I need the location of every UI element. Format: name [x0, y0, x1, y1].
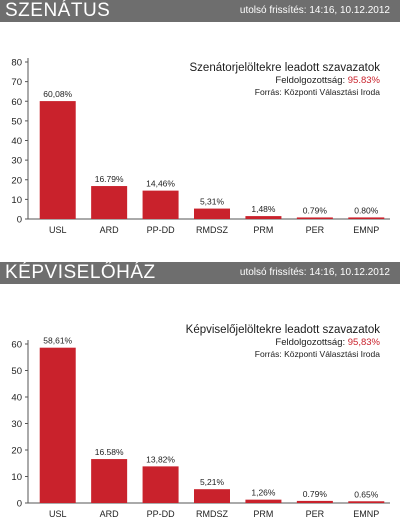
house-value-label: 58,61% — [43, 336, 72, 346]
house-category-label: PER — [306, 509, 325, 519]
senate-bar-per — [296, 217, 333, 219]
senate-category-label: USL — [49, 225, 67, 235]
house-source: Forrás: Központi Választási Iroda — [254, 349, 380, 359]
senate-category-label: PRM — [253, 225, 273, 235]
senate-progress-value: 95.83% — [347, 75, 380, 86]
house-update-time: utolsó frissítés: 14:16, 10.12.2012 — [239, 267, 390, 278]
senate-bar-pp-dd — [142, 190, 179, 219]
senate-bar-prm — [245, 216, 282, 219]
house-y-tick-label: 50 — [11, 366, 22, 377]
senate-value-label: 1,48% — [251, 204, 276, 214]
house-info: Képviselőjelöltekre leadott szavazatok F… — [186, 324, 380, 359]
house-bar-per — [296, 500, 333, 503]
house-value-label: 0.65% — [354, 489, 379, 499]
house-category-label: RMDSZ — [196, 509, 228, 519]
house-y-tick-label: 40 — [11, 393, 22, 404]
house-category-label: EMNP — [353, 509, 379, 519]
house-value-label: 0.79% — [303, 489, 328, 499]
house-bar-usl — [39, 347, 76, 503]
house-progress-label: Feldolgozottság: — [275, 337, 346, 348]
senate-y-tick-label: 40 — [11, 136, 22, 147]
house-y-tick-label: 10 — [11, 472, 22, 483]
senate-info-title: Szenátorjelöltekre leadott szavazatok — [189, 62, 381, 74]
house-y-tick-label: 0 — [17, 499, 22, 510]
senate-category-label: PER — [306, 225, 325, 235]
house-category-label: PP-DD — [147, 509, 176, 519]
senate-banner-title: SZENÁTUS — [5, 0, 111, 21]
house-panel: 0 10 20 30 40 50 60 58,61% USL 16.58% ARD 13,82% PP-… — [0, 284, 400, 524]
house-bar-pp-dd — [142, 466, 179, 503]
senate-update-time: utolsó frissítés: 14:16, 10.12.2012 — [239, 5, 390, 16]
senate-value-label: 60,08% — [43, 89, 72, 99]
house-y-tick-label: 30 — [11, 419, 22, 430]
senate-chart: 0 10 20 30 40 50 60 70 80 60,08% USL 16.79% ARD 14,46… — [0, 22, 400, 240]
senate-bar-usl — [39, 101, 76, 219]
senate-banner: SZENÁTUS utolsó frissítés: 14:16, 10.12.… — [0, 0, 400, 22]
senate-bar-rmdsz — [194, 208, 230, 219]
house-category-label: ARD — [100, 509, 120, 519]
senate-y-tick-label: 30 — [11, 156, 22, 167]
senate-value-label: 5,31% — [200, 197, 225, 207]
senate-progress-label: Feldolgozottság: — [275, 75, 346, 86]
section-divider — [0, 245, 400, 262]
senate-bar-ard — [91, 186, 128, 219]
senate-source: Forrás: Központi Választási Iroda — [254, 87, 380, 97]
house-value-label: 1,26% — [251, 488, 276, 498]
senate-category-label: RMDSZ — [196, 225, 228, 235]
senate-y-tick-label: 70 — [11, 77, 22, 88]
senate-category-label: EMNP — [353, 225, 379, 235]
house-value-label: 5,21% — [200, 477, 225, 487]
house-bar-emnp — [348, 501, 385, 503]
house-progress-value: 95,83% — [347, 337, 380, 348]
senate-chart-svg: 0 10 20 30 40 50 60 70 80 60,08% USL 16.79% ARD 14,46… — [11, 58, 390, 235]
house-chart-svg: 0 10 20 30 40 50 60 58,61% USL 16.58% ARD 13,82% PP-… — [11, 336, 390, 519]
house-y-tick-label: 60 — [11, 340, 22, 351]
house-progress: Feldolgozottság: 95,83% — [186, 337, 380, 348]
house-bar-rmdsz — [194, 489, 230, 503]
senate-category-label: ARD — [100, 225, 120, 235]
senate-y-tick-label: 10 — [11, 195, 22, 206]
house-banner: KÉPVISELŐHÁZ utolsó frissítés: 14:16, 10… — [0, 262, 400, 284]
senate-panel: 0 10 20 30 40 50 60 70 80 60,08% USL 16.79% ARD 14,46… — [0, 22, 400, 240]
senate-y-tick-label: 0 — [17, 215, 22, 226]
house-value-label: 13,82% — [146, 454, 175, 464]
senate-bar-emnp — [348, 217, 385, 219]
senate-progress: Feldolgozottság: 95.83% — [190, 75, 380, 86]
senate-y-tick-label: 20 — [11, 175, 22, 186]
house-info-title: Képviselőjelöltekre leadott szavazatok — [185, 324, 380, 336]
senate-value-label: 0.80% — [354, 205, 379, 215]
house-banner-title: KÉPVISELŐHÁZ — [5, 262, 156, 283]
house-bar-ard — [91, 459, 128, 503]
senate-value-label: 0.79% — [303, 205, 328, 215]
house-chart: 0 10 20 30 40 50 60 58,61% USL 16.58% ARD 13,82% PP-… — [0, 284, 400, 524]
senate-info: Szenátorjelöltekre leadott szavazatok Fe… — [190, 62, 381, 97]
house-bar-prm — [245, 499, 282, 503]
senate-y-tick-label: 80 — [11, 58, 22, 69]
house-category-label: PRM — [253, 509, 273, 519]
house-section: KÉPVISELŐHÁZ utolsó frissítés: 14:16, 10… — [0, 262, 400, 528]
house-y-tick-label: 20 — [11, 446, 22, 457]
senate-section: SZENÁTUS utolsó frissítés: 14:16, 10.12.… — [0, 0, 400, 245]
senate-value-label: 14,46% — [146, 179, 175, 189]
house-category-label: USL — [49, 509, 67, 519]
senate-y-tick-label: 60 — [11, 97, 22, 108]
senate-value-label: 16.79% — [95, 174, 124, 184]
senate-category-label: PP-DD — [147, 225, 176, 235]
house-value-label: 16.58% — [95, 447, 124, 457]
senate-y-tick-label: 50 — [11, 116, 22, 127]
